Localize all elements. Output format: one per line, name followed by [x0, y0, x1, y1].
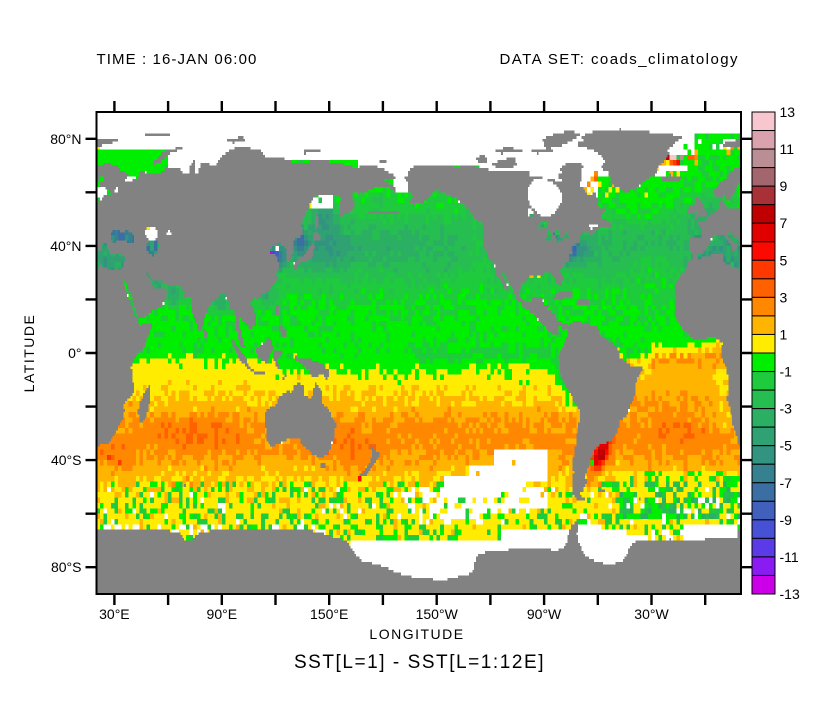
svg-text:5: 5	[780, 252, 788, 268]
svg-text:80°N: 80°N	[50, 131, 81, 147]
svg-text:150°W: 150°W	[416, 606, 459, 622]
svg-text:TIME : 16-JAN 06:00: TIME : 16-JAN 06:00	[97, 51, 258, 68]
svg-text:150°E: 150°E	[310, 606, 348, 622]
svg-text:-3: -3	[780, 401, 793, 417]
svg-text:-7: -7	[780, 475, 793, 491]
svg-text:3: 3	[780, 289, 788, 305]
svg-text:-1: -1	[780, 364, 793, 380]
svg-text:-13: -13	[780, 586, 800, 602]
svg-text:SST[L=1] - SST[L=1:12E]: SST[L=1] - SST[L=1:12E]	[294, 652, 545, 673]
svg-text:90°E: 90°E	[207, 606, 238, 622]
svg-text:-11: -11	[780, 549, 799, 565]
svg-text:-9: -9	[780, 512, 793, 528]
svg-text:7: 7	[780, 215, 788, 231]
svg-text:30°W: 30°W	[634, 606, 669, 622]
svg-text:1: 1	[780, 327, 788, 343]
svg-text:DATA SET: coads_climatology: DATA SET: coads_climatology	[499, 51, 739, 68]
svg-text:40°N: 40°N	[50, 238, 81, 254]
svg-text:LATITUDE: LATITUDE	[21, 314, 37, 393]
svg-text:11: 11	[780, 141, 795, 157]
svg-text:40°S: 40°S	[51, 452, 82, 468]
svg-text:90°W: 90°W	[527, 606, 562, 622]
svg-text:30°E: 30°E	[99, 606, 130, 622]
svg-text:13: 13	[780, 104, 796, 120]
svg-text:0°: 0°	[68, 345, 81, 361]
svg-text:-5: -5	[780, 438, 793, 454]
svg-text:80°S: 80°S	[51, 559, 82, 575]
svg-text:LONGITUDE: LONGITUDE	[369, 626, 464, 642]
svg-text:9: 9	[780, 178, 788, 194]
